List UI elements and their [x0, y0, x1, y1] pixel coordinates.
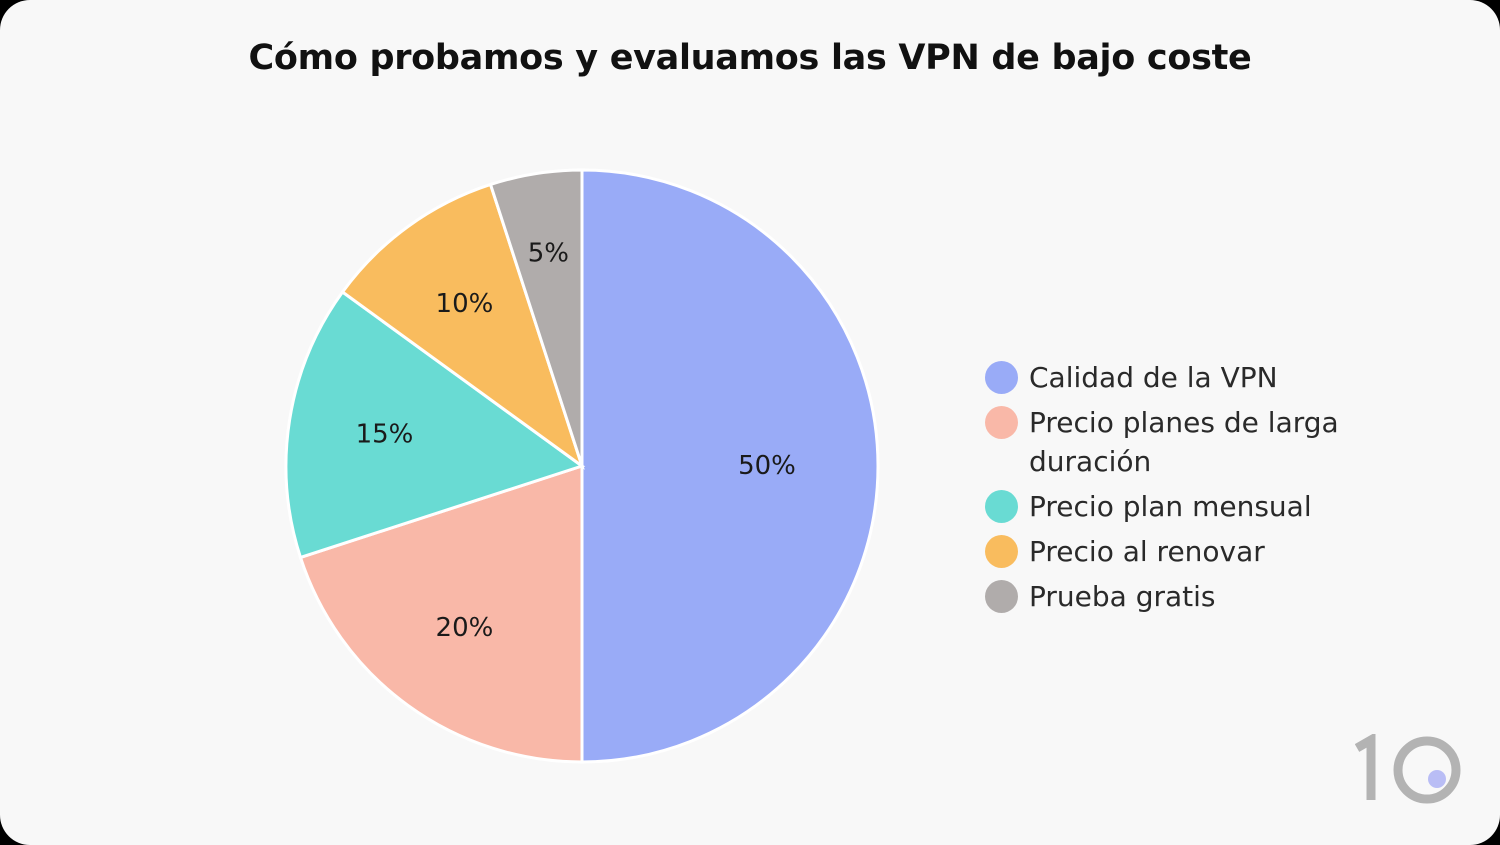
pie-slice-prueba	[488, 168, 584, 467]
legend-swatch	[985, 361, 1018, 394]
pie-slice-larga-duracion	[298, 463, 584, 764]
legend-label: Precio al renovar	[1029, 535, 1265, 568]
slice-label-larga-duracion: 20%	[436, 613, 494, 643]
legend-item-renovar: Precio al renovar	[985, 532, 1405, 571]
logo-zero	[1393, 736, 1461, 804]
legend-item-larga-duracion: Precio planes de larga duración	[985, 403, 1405, 481]
legend-label: Precio plan mensual	[1029, 490, 1312, 523]
slice-label-renovar: 10%	[436, 289, 494, 319]
legend-item-prueba: Prueba gratis	[985, 577, 1405, 616]
legend-swatch	[985, 490, 1018, 523]
legend-swatch	[985, 406, 1018, 439]
pie-slice-calidad	[580, 168, 880, 764]
legend-swatch	[985, 535, 1018, 568]
legend-label: Prueba gratis	[1029, 580, 1216, 613]
chart-legend: Calidad de la VPN Precio planes de larga …	[985, 358, 1405, 622]
legend-item-calidad: Calidad de la VPN	[985, 358, 1405, 397]
legend-label: Precio planes de larga duración	[1029, 406, 1339, 478]
legend-swatch	[985, 580, 1018, 613]
pie-slice-mensual	[284, 289, 586, 560]
slice-label-calidad: 50%	[738, 451, 796, 481]
brand-logo	[1355, 734, 1461, 804]
slice-label-mensual: 15%	[356, 420, 414, 450]
chart-title: Cómo probamos y evaluamos las VPN de baj…	[248, 38, 1252, 78]
legend-item-mensual: Precio plan mensual	[985, 487, 1405, 526]
pie-slice-renovar	[340, 182, 585, 470]
logo-dot	[1428, 770, 1446, 788]
slice-label-prueba: 5%	[528, 239, 569, 269]
logo-one	[1355, 734, 1376, 800]
legend-label: Calidad de la VPN	[1029, 361, 1278, 394]
